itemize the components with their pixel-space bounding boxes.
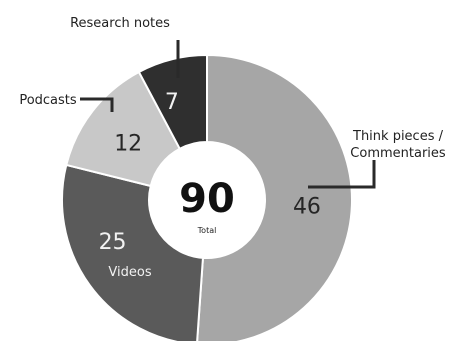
label-research-notes: Research notes xyxy=(70,16,170,31)
label-think-pieces-line2: Commentaries xyxy=(350,146,446,161)
label-podcasts: Podcasts xyxy=(19,93,77,108)
total-value: 90 xyxy=(179,176,235,222)
value-label-research-notes: 7 xyxy=(165,90,179,115)
leader-podcasts xyxy=(80,97,114,112)
value-label-think-pieces-commentaries: 46 xyxy=(293,194,321,219)
total-label: Total xyxy=(197,226,217,235)
value-label-podcasts: 12 xyxy=(114,131,142,156)
value-label-videos: 25 xyxy=(99,230,127,255)
leader-think-pieces xyxy=(308,160,376,189)
slice-value-labels: 46 25 12 7 xyxy=(99,90,321,255)
label-think-pieces-line1: Think pieces / xyxy=(352,129,444,144)
label-videos: Videos xyxy=(108,265,151,280)
slice-videos xyxy=(61,163,205,341)
donut-slices xyxy=(61,53,353,341)
donut-hole xyxy=(149,142,265,258)
